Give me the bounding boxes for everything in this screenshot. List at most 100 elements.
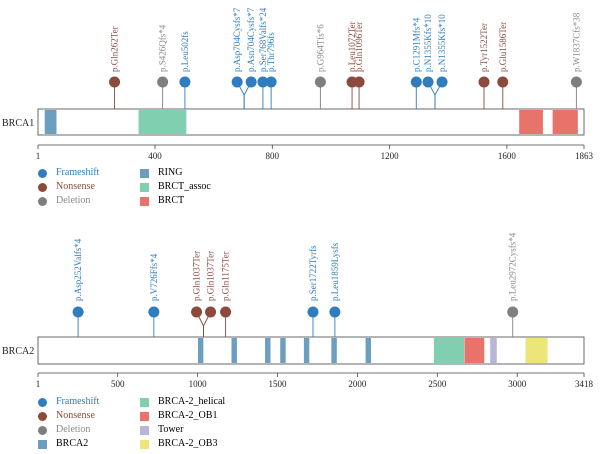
axis-tick-label: 1863 [575,151,594,161]
mutation-label: p.Gln1175Ter [221,251,231,301]
mutation-label: p.Tyr1522Ter [479,23,489,72]
mutation-label: p.Leu1072Ter [347,21,357,72]
ob3-swatch [140,439,149,449]
mutation-marker [497,76,509,88]
mutation-label: p.Asn704Cysfs*7 [246,7,256,72]
legend-domain-label: RING [158,167,183,178]
mutation-marker [410,76,422,88]
mutation-marker [570,76,582,88]
domain-block [552,110,578,134]
legend-domain-tower: Tower [140,423,225,437]
mutation-label: p.Ser768Valfs*24 [258,7,268,72]
legend-deletion-label: Deletion [56,424,91,435]
axis-tick-label: 2500 [428,379,447,389]
nonsense-marker-icon [38,411,47,421]
mutation-label: p.N1355Kfs*10 [423,14,433,72]
axis-tick-label: 800 [266,151,280,161]
mutation-label: p.G964Tfs*6 [315,24,325,72]
gene-name: BRCA1 [2,118,34,129]
domain-block [231,338,237,363]
legend-domain-helical: BRCA-2_helical [140,395,225,409]
legend-nonsense-label: Nonsense [56,181,95,192]
mutation-label: p.Gln1037Ter [206,251,216,301]
mutation-marker [329,306,341,318]
axis-tick-label: 3000 [508,379,527,389]
axis-tick-label: 1500 [269,379,288,389]
mutation-label: p.Asp704Cysfs*7 [232,7,242,72]
legend-frameshift: Frameshift [38,395,99,409]
mutation-marker [245,76,257,88]
mutation-label: p.Gln1037Ter [192,251,202,301]
mutation-marker [109,76,121,88]
legend-domain-ob3: BRCA-2_OB3 [140,437,225,451]
mutation-marker [478,76,490,88]
mutation-label: p.S426Qfs*4 [158,24,168,72]
domain-block [519,110,543,134]
legend-frameshift-label: Frameshift [56,396,100,407]
axis-tick-label: 400 [148,151,162,161]
mutation-marker [191,306,203,318]
legend-frameshift-label: Frameshift [56,167,100,178]
mutation-marker [231,76,243,88]
domain-block [197,338,204,363]
mutation-marker [314,76,326,88]
mutation-type-legend: Frameshift Nonsense Deletion [38,166,99,208]
legend-domain-label: BRCT_assoc [158,181,211,192]
mutation-label: p.Ser1722Tyrfs [308,245,318,301]
domain-block [365,338,372,363]
mutation-marker [422,76,434,88]
mutation-label: p.N1355Kfs*10 [437,14,447,72]
brca1-legend: Frameshift Nonsense Deletion RING BRCT_a… [38,166,338,210]
mutation-label: p.Leu1859Lysfs [330,242,340,301]
axis-tick-label: 2000 [348,379,367,389]
legend-domain-label: BRCA2 [56,438,89,449]
mutation-label: p.Thr796fs [266,32,276,72]
legend-domain-ob1: BRCA-2_OB1 [140,409,225,423]
domain-block [44,110,57,134]
legend-frameshift: Frameshift [38,166,99,180]
axis-tick-label: 1 [36,379,41,389]
mutation-marker [507,306,519,318]
mutation-label: p.Glu1586Ter [498,22,508,72]
legend-domain-label: BRCA-2_OB3 [158,438,218,449]
mutation-marker [157,76,169,88]
legend-domain-label: BRCT [158,195,185,206]
mutation-label: p.Gln1096Ter [354,22,364,72]
domain-legend: RING BRCT_assoc BRCT [140,166,211,208]
mutation-label: p.C1291Mfs*4 [411,17,421,72]
legend-domain-ring: RING [140,166,211,180]
axis-tick-label: 1600 [498,151,517,161]
mutation-marker [148,306,160,318]
ob1-swatch [140,411,149,421]
mutation-marker [205,306,217,318]
domain-block [280,338,286,363]
tower-swatch [140,425,149,435]
mutation-marker [265,76,277,88]
domain-block [138,110,187,134]
domain-block [265,338,271,363]
legend-domain-brca2: BRCA2 [38,437,99,451]
nonsense-marker-icon [38,182,47,192]
frameshift-marker-icon [38,168,47,178]
mutation-marker [72,306,84,318]
mutation-label: p.W1837Cfs*38 [571,12,581,72]
frameshift-marker-icon [38,397,47,407]
legend-domain-brct-assoc: BRCT_assoc [140,180,211,194]
mutation-marker [307,306,319,318]
mutation-label: p.Gln262Ter [110,26,120,72]
brca2-swatch [38,439,47,449]
domain-block [303,338,310,363]
domain-block [525,338,548,363]
axis-tick-label: 1 [36,151,41,161]
domain-block [464,338,485,363]
legend-deletion: Deletion [38,194,99,208]
mutation-type-legend: Frameshift Nonsense Deletion BRCA2 [38,395,99,451]
legend-domain-label: BRCA-2_OB1 [158,410,218,421]
brca1-panel: BRCA1 1 400 800 1200 1600 1863 p.Gln262Ter p.S42… [2,7,594,161]
mutation-marker [257,76,269,88]
deletion-marker-icon [38,196,47,206]
mutation-marker [436,76,448,88]
legend-nonsense: Nonsense [38,409,99,423]
